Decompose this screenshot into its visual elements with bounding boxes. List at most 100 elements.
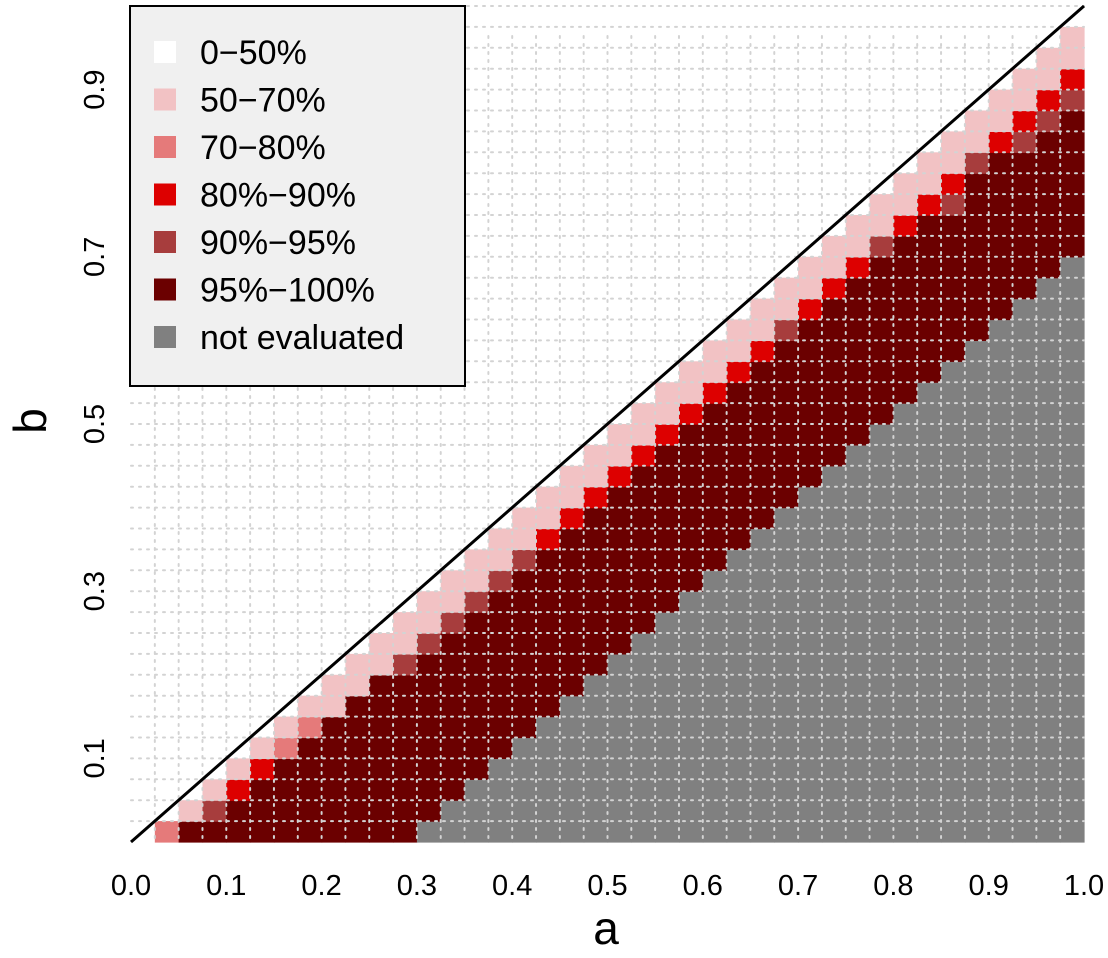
heatmap-cell [1012, 612, 1037, 634]
heatmap-cell [1060, 131, 1085, 153]
heatmap-cell [559, 821, 585, 843]
heatmap-cell [273, 758, 299, 780]
heatmap-cell [988, 716, 1014, 739]
heatmap-cell [678, 361, 704, 383]
legend-box [129, 5, 466, 387]
heatmap-cell [607, 674, 632, 697]
heatmap-cell [726, 570, 752, 592]
heatmap-cell [798, 256, 823, 279]
heatmap-cell [726, 319, 752, 341]
heatmap-cell [655, 821, 680, 843]
heatmap-cell [893, 256, 918, 279]
heatmap-cell [559, 486, 585, 509]
heatmap-cell [583, 674, 609, 697]
heatmap-cell [941, 737, 966, 759]
heatmap-cell [774, 716, 799, 739]
heatmap-cell [655, 800, 680, 822]
heatmap-cell [1060, 152, 1085, 174]
heatmap-cell [607, 465, 632, 488]
heatmap-cell [464, 821, 489, 843]
heatmap-cell [893, 653, 918, 676]
heatmap-cell [774, 674, 799, 697]
heatmap-cell [893, 758, 918, 780]
heatmap-cell [559, 737, 585, 759]
heatmap-cell [988, 235, 1014, 258]
heatmap-cell [988, 444, 1014, 467]
heatmap-cell [631, 444, 656, 467]
legend-label: 80%−90% [200, 177, 356, 215]
heatmap-cell [845, 444, 871, 467]
heatmap-cell [845, 758, 871, 780]
heatmap-cell [1060, 403, 1085, 425]
heatmap-cell [369, 716, 394, 739]
heatmap-cell [917, 340, 942, 362]
heatmap-cell [1036, 800, 1061, 822]
heatmap-cell [678, 674, 704, 697]
heatmap-cell [655, 486, 680, 509]
heatmap-cell [750, 361, 775, 383]
heatmap-cell [917, 424, 942, 446]
heatmap-cell [250, 800, 275, 822]
heatmap-cell [750, 800, 775, 822]
heatmap-cell [964, 361, 990, 383]
legend-label: 70−80% [200, 129, 326, 167]
heatmap-cell [893, 549, 918, 571]
heatmap-cell [774, 465, 799, 488]
heatmap-cell [1060, 361, 1085, 383]
heatmap-cell [1036, 89, 1061, 112]
heatmap-cell [607, 758, 632, 780]
heatmap-cell [917, 549, 942, 571]
heatmap-cell [202, 779, 227, 801]
heatmap-cell [893, 695, 918, 718]
heatmap-cell [488, 528, 513, 550]
heatmap-cell [821, 528, 847, 550]
heatmap-cell [440, 821, 466, 843]
heatmap-cell [917, 444, 942, 467]
heatmap-cell [798, 591, 823, 613]
heatmap-cell [964, 465, 990, 488]
heatmap-cell [988, 173, 1014, 195]
heatmap-cell [321, 758, 347, 780]
heatmap-cell [726, 465, 752, 488]
heatmap-cell [369, 821, 394, 843]
heatmap-cell [416, 716, 442, 739]
heatmap-cell [178, 800, 204, 822]
heatmap-cell [845, 361, 871, 383]
heatmap-cell [1036, 570, 1061, 592]
legend-label: 50−70% [200, 82, 326, 120]
heatmap-cell [702, 465, 728, 488]
heatmap-cell [869, 633, 894, 655]
heatmap-cell [869, 319, 894, 341]
heatmap-cell [297, 695, 323, 718]
heatmap-cell [893, 235, 918, 258]
heatmap-cell [512, 507, 537, 530]
heatmap-cell [774, 486, 799, 509]
heatmap-cell [845, 382, 871, 404]
heatmap-cell [536, 612, 561, 634]
heatmap-cell [774, 340, 799, 362]
heatmap-cell [893, 340, 918, 362]
heatmap-cell [1012, 507, 1037, 530]
heatmap-cell [726, 528, 752, 550]
heatmap-cell [821, 507, 847, 530]
heatmap-cell [1012, 800, 1037, 822]
heatmap-cell [964, 277, 990, 300]
heatmap-cell [1036, 256, 1061, 279]
heatmap-cell [631, 653, 656, 676]
heatmap-cell [845, 215, 871, 237]
heatmap-cell [774, 737, 799, 759]
heatmap-cell [750, 821, 775, 843]
heatmap-cell [988, 89, 1014, 112]
heatmap-cell [226, 821, 251, 843]
heatmap-cell [369, 758, 394, 780]
heatmap-cell [512, 758, 537, 780]
heatmap-cell [726, 507, 752, 530]
heatmap-cell [1036, 591, 1061, 613]
heatmap-cell [536, 549, 561, 571]
heatmap-cell [750, 465, 775, 488]
heatmap-cell [1060, 591, 1085, 613]
heatmap-cell [1036, 277, 1061, 300]
heatmap-cell [726, 674, 752, 697]
legend-swatch [154, 183, 176, 206]
heatmap-cell [726, 340, 752, 362]
